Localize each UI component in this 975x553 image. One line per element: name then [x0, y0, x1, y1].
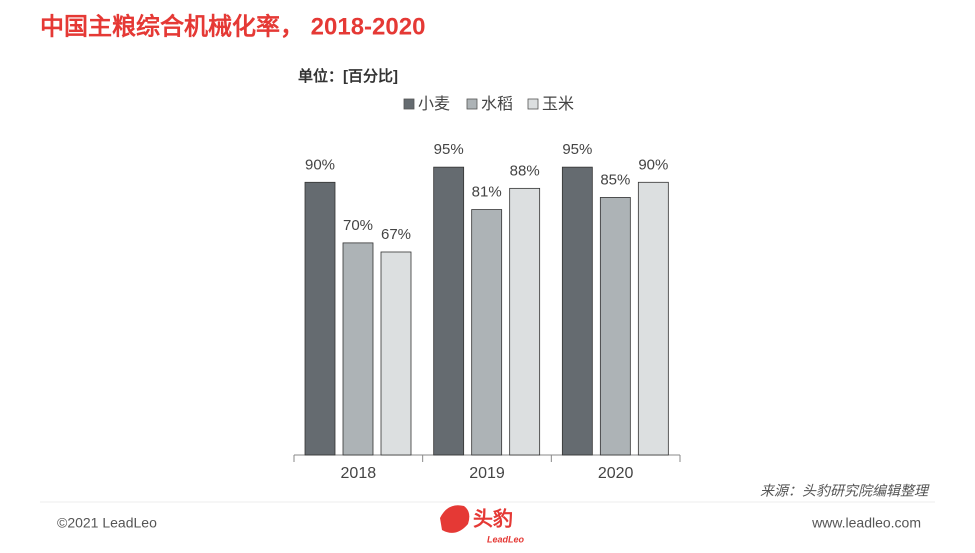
chart-title: 中国主粮综合机械化率， 2018-2020 — [40, 12, 425, 40]
value-label: 88% — [510, 162, 540, 179]
value-label: 85% — [600, 171, 630, 188]
bar — [509, 187, 541, 456]
bar — [304, 181, 336, 456]
value-label: 90% — [305, 156, 335, 173]
bar — [637, 181, 669, 456]
value-label: 90% — [638, 156, 668, 173]
logo: 头豹 LeadLeo — [440, 505, 525, 544]
value-label: 81% — [472, 184, 502, 201]
legend-label: 小麦 — [418, 95, 450, 113]
value-label: 95% — [434, 141, 464, 158]
copyright: ©2021 LeadLeo — [57, 515, 157, 531]
logo-text: 头豹 — [473, 506, 513, 530]
legend-label: 水稻 — [481, 95, 513, 113]
legend-swatch — [403, 98, 415, 110]
source: 来源：头豹研究院编辑整理 — [760, 483, 930, 499]
x-tick-label: 2018 — [341, 465, 377, 482]
value-label: 67% — [381, 226, 411, 243]
bar — [342, 242, 374, 456]
legend-swatch — [527, 98, 539, 110]
unit-label: 单位：[百分比] — [298, 67, 398, 85]
logo-icon — [440, 505, 470, 533]
bar — [599, 197, 631, 456]
bar — [380, 251, 412, 456]
website: www.leadleo.com — [811, 515, 921, 531]
legend-swatch — [466, 98, 478, 110]
x-tick-label: 2020 — [598, 465, 634, 482]
bar — [471, 209, 503, 456]
legend-label: 玉米 — [542, 95, 574, 113]
bar — [433, 166, 465, 456]
logo-sub: LeadLeo — [487, 534, 525, 544]
value-label: 70% — [343, 217, 373, 234]
bar — [561, 166, 593, 456]
value-label: 95% — [562, 141, 592, 158]
x-tick-label: 2019 — [469, 465, 505, 482]
